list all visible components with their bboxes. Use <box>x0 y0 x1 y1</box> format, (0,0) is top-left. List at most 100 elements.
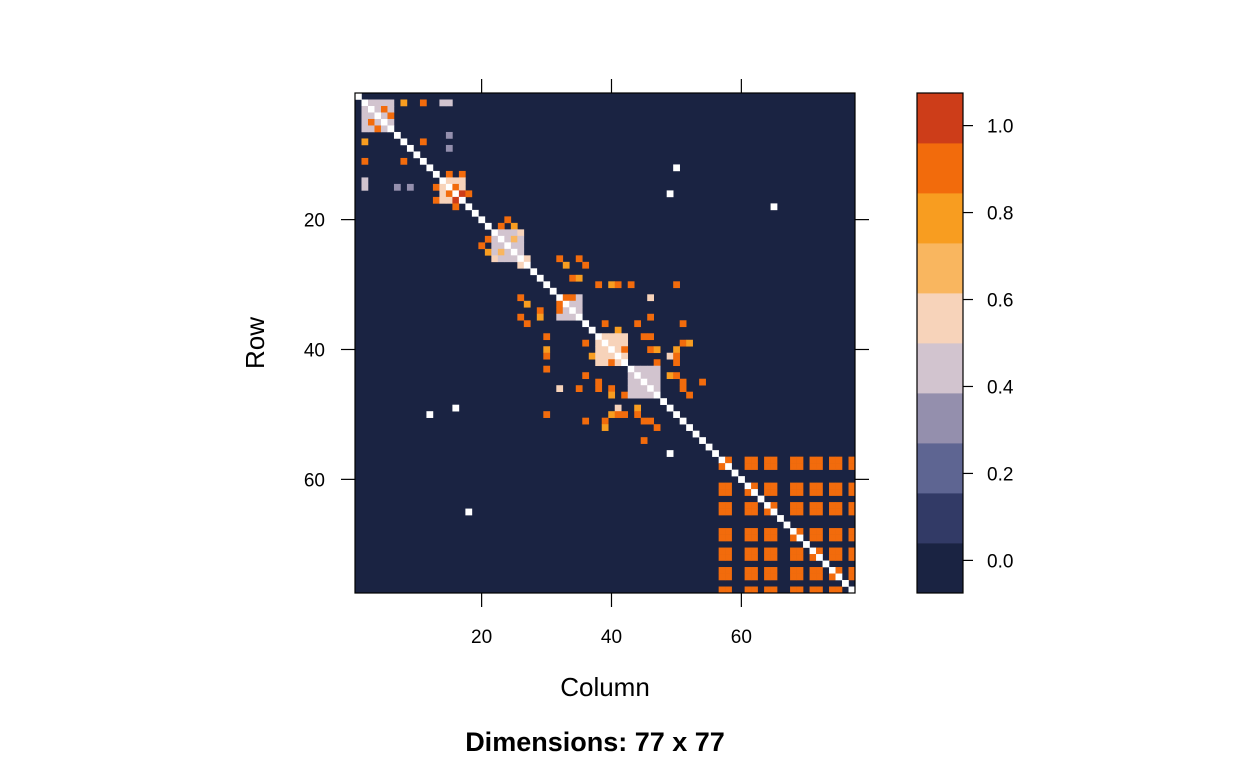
heatmap-cell <box>796 489 804 496</box>
heatmap-cell <box>751 573 758 581</box>
heatmap-cell <box>751 508 758 516</box>
heatmap-cell <box>504 255 512 263</box>
heatmap-cell <box>445 177 453 185</box>
heatmap-cell <box>543 365 551 373</box>
heatmap-cell <box>556 307 564 315</box>
heatmap-cell <box>796 573 804 581</box>
heatmap-cell <box>627 281 635 289</box>
heatmap-cell <box>692 430 700 438</box>
heatmap-cell <box>452 183 460 191</box>
heatmap-cell <box>432 170 440 178</box>
heatmap-cell <box>569 300 577 308</box>
heatmap-cell <box>445 196 453 204</box>
heatmap-cell <box>601 424 609 431</box>
heatmap-cell <box>556 255 564 263</box>
heatmap-cell <box>790 502 797 509</box>
heatmap-cell <box>751 586 758 594</box>
heatmap-cell <box>803 541 810 548</box>
heatmap-cell <box>497 248 505 256</box>
heatmap-cell <box>634 365 642 373</box>
heatmap-cell <box>380 118 388 126</box>
heatmap-cell <box>380 112 388 120</box>
colorbar-swatch <box>917 543 963 594</box>
heatmap-cell <box>640 391 648 399</box>
heatmap-cell <box>595 339 603 347</box>
heatmap-cell <box>367 112 375 120</box>
heatmap-cell <box>673 359 680 367</box>
heatmap-cell <box>725 528 732 535</box>
heatmap-cell <box>777 515 784 522</box>
heatmap-cell <box>452 203 460 211</box>
heatmap-cell <box>484 222 492 230</box>
heatmap-cell <box>367 99 375 107</box>
heatmap-cell <box>829 586 836 594</box>
heatmap-cell <box>543 411 551 418</box>
heatmap-cell <box>764 547 771 555</box>
heatmap-cell <box>621 391 629 399</box>
heatmap-cell <box>764 573 771 581</box>
heatmap-cell <box>634 385 642 392</box>
heatmap-cell <box>400 157 408 165</box>
colorbar-swatch <box>917 193 963 244</box>
heatmap-cell <box>653 346 661 354</box>
heatmap-cell <box>829 547 836 555</box>
heatmap-cell <box>673 372 680 380</box>
heatmap-cell <box>627 372 635 380</box>
heatmap-cell <box>738 476 745 483</box>
heatmap-cell <box>621 346 629 354</box>
heatmap-cell <box>751 489 758 496</box>
heatmap-cell <box>419 99 427 107</box>
heatmap-cell <box>361 125 369 133</box>
heatmap-cell <box>543 352 551 360</box>
heatmap-cell <box>764 567 771 574</box>
heatmap-cell <box>829 456 836 464</box>
heatmap-cell <box>575 313 583 321</box>
heatmap-cell <box>497 229 505 237</box>
heatmap-cell <box>523 300 531 308</box>
x-tick-label: 40 <box>601 627 622 648</box>
heatmap-cell <box>647 417 654 425</box>
heatmap-cell <box>796 586 804 594</box>
heatmap-cell <box>374 125 382 133</box>
heatmap-cell <box>770 534 778 542</box>
heatmap-cell <box>660 398 667 405</box>
heatmap-cell <box>829 528 836 535</box>
heatmap-cell <box>445 170 453 178</box>
heatmap-cell <box>491 255 499 263</box>
heatmap-cell <box>614 404 622 412</box>
heatmap-cell <box>361 112 369 120</box>
heatmap-cell <box>458 183 466 191</box>
heatmap-cell <box>725 573 732 581</box>
heatmap-cell <box>367 118 375 126</box>
heatmap-cell <box>790 534 797 542</box>
heatmap-cell <box>504 235 512 243</box>
colorbar-frame <box>916 92 964 594</box>
heatmap-cell <box>608 281 616 289</box>
heatmap-cell <box>757 495 765 503</box>
heatmap-cell <box>718 482 726 490</box>
heatmap-cell <box>419 157 427 165</box>
heatmap-cell <box>666 404 674 412</box>
heatmap-cell <box>764 463 771 470</box>
x-tick-label: 60 <box>731 627 752 648</box>
heatmap-cell <box>517 313 525 321</box>
heatmap-cell <box>764 482 771 490</box>
heatmap-cell <box>848 554 856 561</box>
heatmap-cell <box>835 586 843 594</box>
heatmap-cell <box>361 138 369 146</box>
heatmap-cell <box>647 313 654 321</box>
heatmap-cell <box>562 294 570 302</box>
heatmap-cell <box>504 216 512 224</box>
heatmap-cell <box>497 222 505 230</box>
heatmap-cell <box>848 528 856 535</box>
heatmap-cell <box>842 580 849 587</box>
heatmap-cell <box>673 164 680 172</box>
heatmap-cell <box>816 508 823 516</box>
heatmap-cell <box>770 482 778 490</box>
heatmap-cell <box>387 118 395 126</box>
heatmap-cell <box>465 190 473 198</box>
heatmap-cell <box>621 352 629 360</box>
heatmap-cell <box>744 482 752 490</box>
heatmap-cell <box>653 365 661 373</box>
heatmap-cell <box>835 482 843 490</box>
